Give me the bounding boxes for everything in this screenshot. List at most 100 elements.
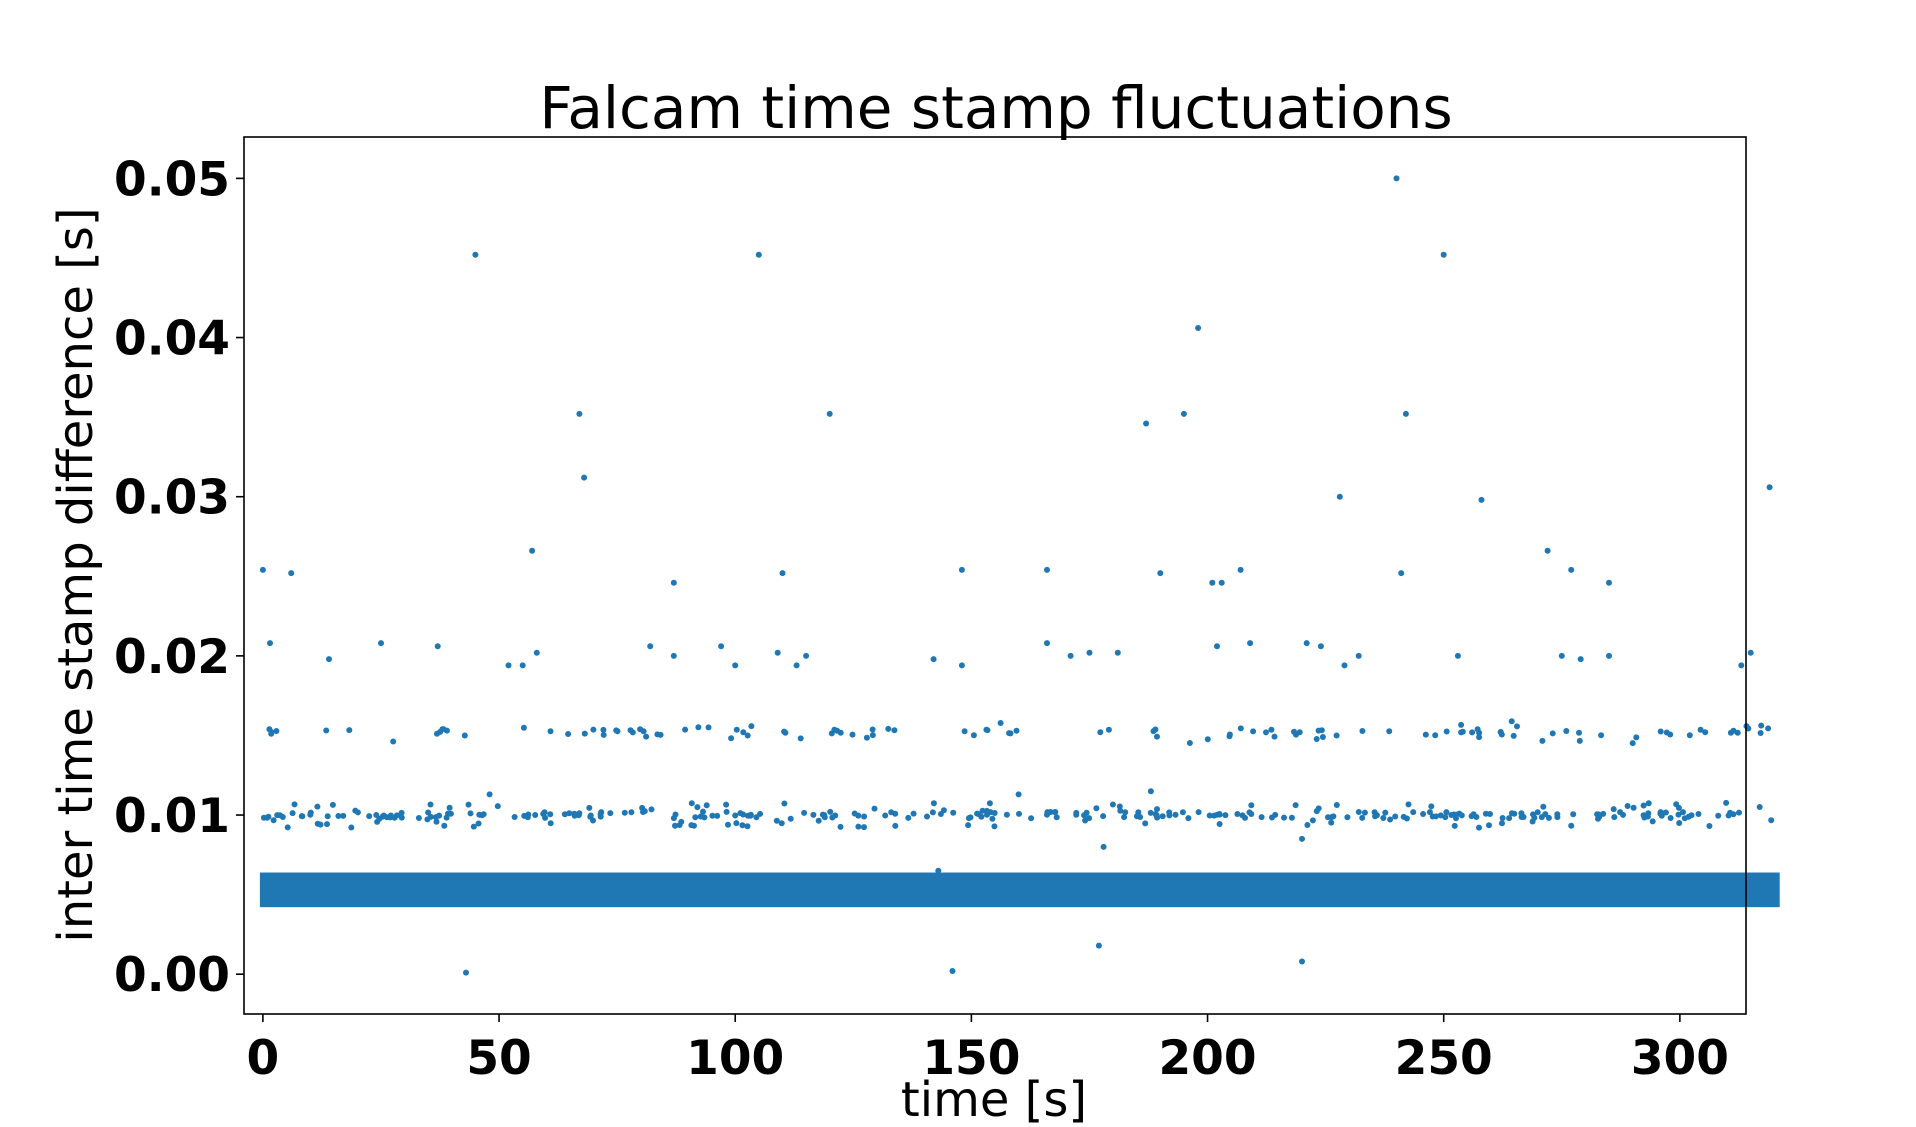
x-tick-label: 200 (1158, 1031, 1256, 1086)
data-point (524, 814, 531, 821)
data-point (869, 732, 876, 739)
data-point (533, 649, 540, 656)
data-point (747, 811, 754, 818)
data-point (1086, 815, 1093, 822)
x-tick-label: 100 (686, 1031, 784, 1086)
data-point (905, 814, 912, 821)
data-point (427, 801, 434, 808)
data-point (1166, 809, 1173, 816)
plot-frame (243, 136, 1747, 1015)
data-point (1476, 824, 1482, 831)
data-point (1629, 740, 1636, 747)
data-point (547, 728, 554, 735)
data-point (1476, 734, 1483, 741)
data-point (586, 804, 593, 811)
data-point (1121, 814, 1128, 821)
data-point (520, 724, 527, 731)
data-point (547, 811, 554, 818)
data-point (1486, 822, 1492, 829)
data-point (1147, 809, 1154, 816)
data-point (1195, 325, 1202, 331)
data-point (376, 815, 383, 822)
data-point (267, 640, 273, 647)
data-point (978, 813, 985, 820)
data-point (950, 809, 957, 816)
data-point (486, 791, 493, 798)
data-point (1095, 942, 1102, 949)
data-point (723, 801, 730, 808)
data-point (1216, 821, 1223, 827)
data-point (692, 814, 699, 821)
data-point (547, 820, 554, 827)
data-point (1214, 643, 1220, 650)
data-point (1426, 809, 1433, 816)
data-point (597, 811, 604, 818)
data-point (1392, 813, 1399, 820)
data-point (1568, 822, 1575, 829)
x-tick-label: 50 (466, 1031, 531, 1086)
data-point (949, 968, 956, 974)
data-point (748, 723, 755, 730)
data-point (778, 820, 785, 827)
data-point (1676, 820, 1683, 826)
data-point (424, 816, 431, 823)
data-point (1393, 175, 1400, 182)
data-point (590, 817, 596, 824)
data-point (1715, 812, 1722, 819)
y-tick-label: 0.05 (114, 152, 230, 207)
data-point (1497, 729, 1504, 736)
data-point (1250, 728, 1257, 735)
data-point (739, 822, 746, 829)
data-point (398, 814, 405, 821)
data-point (324, 813, 331, 820)
data-point (987, 809, 994, 816)
data-point (1576, 737, 1583, 744)
data-point (965, 822, 972, 829)
data-point (1641, 814, 1648, 821)
data-point (1747, 649, 1754, 656)
data-point (472, 251, 479, 258)
data-point (1576, 729, 1582, 736)
data-point (1258, 814, 1265, 821)
data-point (1437, 812, 1444, 819)
data-point (700, 808, 706, 815)
data-point (1355, 652, 1362, 659)
data-point (1756, 804, 1763, 810)
data-point (1328, 819, 1335, 826)
data-point (470, 823, 477, 830)
data-point (519, 662, 526, 669)
data-point (1474, 726, 1481, 733)
data-point (463, 969, 469, 976)
data-point (755, 251, 762, 258)
data-point (581, 474, 588, 481)
data-point (930, 800, 937, 807)
data-point (1003, 811, 1010, 818)
data-point (307, 811, 314, 818)
y-tick-label: 0.03 (114, 471, 230, 526)
data-point (1442, 814, 1449, 821)
data-point (590, 726, 597, 733)
data-point (1105, 726, 1112, 733)
data-point (1304, 822, 1311, 828)
data-point (1142, 820, 1149, 827)
x-axis-ticks: 0 50 100 150 200 250 300 (247, 1014, 1729, 1086)
data-point (1344, 814, 1351, 821)
data-point (1044, 809, 1051, 816)
data-point (1100, 843, 1107, 850)
data-point (910, 810, 917, 817)
data-point (1216, 811, 1223, 818)
data-point (1315, 805, 1322, 812)
data-point (273, 728, 280, 734)
data-point (277, 812, 283, 819)
data-point (1478, 496, 1485, 503)
data-point (924, 813, 930, 820)
data-point (695, 724, 702, 731)
data-point (1180, 410, 1187, 417)
data-point (861, 824, 867, 831)
data-point (1686, 732, 1693, 739)
data-point (1544, 547, 1551, 554)
data-point (540, 810, 547, 817)
data-point (1428, 803, 1435, 810)
data-point (1044, 640, 1050, 647)
data-point (1355, 809, 1362, 815)
